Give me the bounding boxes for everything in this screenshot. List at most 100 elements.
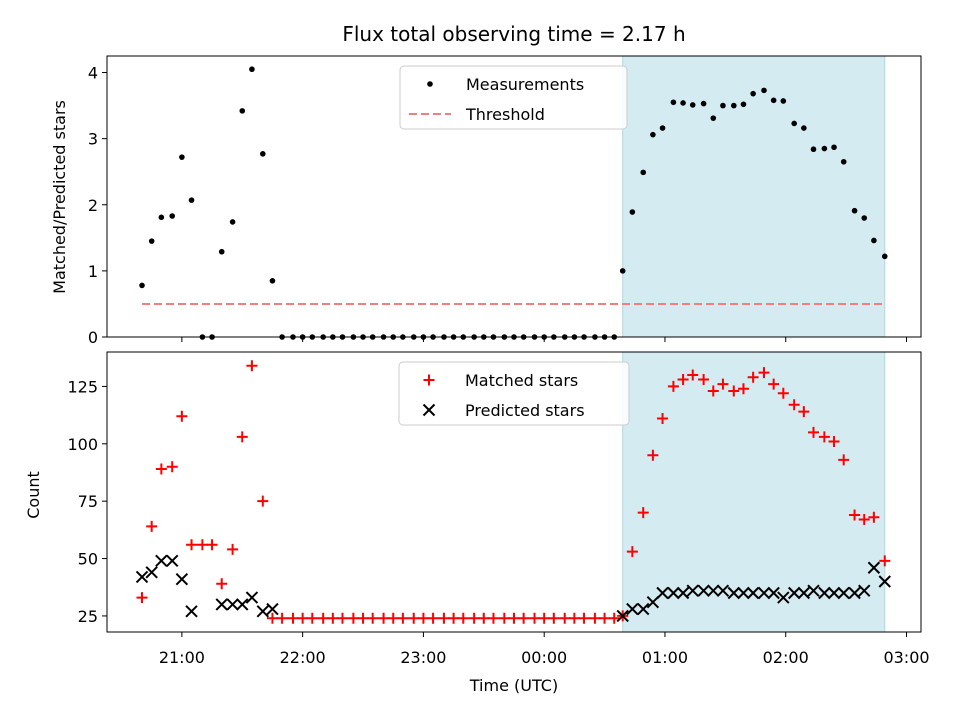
x-tick-label: 02:00 bbox=[763, 648, 809, 667]
data-point bbox=[230, 219, 236, 225]
data-point bbox=[348, 613, 359, 624]
data-point bbox=[169, 213, 175, 219]
data-point bbox=[257, 496, 268, 507]
data-point bbox=[428, 613, 439, 624]
data-point bbox=[327, 613, 338, 624]
y-axis-label-bottom: Count bbox=[24, 471, 43, 519]
data-point bbox=[267, 613, 278, 624]
data-point bbox=[720, 103, 726, 109]
data-point bbox=[227, 544, 238, 555]
data-point bbox=[690, 102, 696, 108]
data-point bbox=[852, 208, 858, 214]
data-point bbox=[750, 91, 756, 97]
data-point bbox=[448, 613, 459, 624]
data-point bbox=[378, 613, 389, 624]
data-point bbox=[710, 115, 716, 121]
x-axis-ticks: 21:00 22:00 23:00 00:00 01:00 02:00 03:00 bbox=[159, 648, 930, 667]
data-point bbox=[270, 278, 276, 284]
legend-marker bbox=[427, 81, 433, 87]
data-point bbox=[640, 170, 646, 176]
data-point bbox=[397, 613, 408, 624]
data-point bbox=[469, 613, 480, 624]
y-tick-label: 3 bbox=[88, 130, 98, 149]
data-point bbox=[599, 613, 610, 624]
data-point bbox=[801, 125, 807, 131]
data-point bbox=[761, 88, 767, 94]
x-tick-label: 22:00 bbox=[280, 648, 326, 667]
y-tick-label: 100 bbox=[67, 435, 98, 454]
x-tick-label: 00:00 bbox=[521, 648, 567, 667]
data-point bbox=[246, 592, 257, 603]
data-point bbox=[159, 215, 165, 221]
data-point bbox=[156, 555, 167, 566]
data-point bbox=[499, 613, 510, 624]
data-point bbox=[488, 613, 499, 624]
data-point bbox=[559, 613, 570, 624]
legend-label: Threshold bbox=[465, 105, 545, 124]
data-point bbox=[307, 613, 318, 624]
data-point bbox=[831, 144, 837, 150]
data-point bbox=[548, 613, 559, 624]
y-tick-label: 25 bbox=[78, 607, 98, 626]
data-point bbox=[237, 431, 248, 442]
data-point bbox=[589, 613, 600, 624]
data-point bbox=[216, 599, 227, 610]
data-point bbox=[197, 539, 208, 550]
y-axis-label-top: Matched/Predicted stars bbox=[50, 100, 69, 294]
y-tick-label: 75 bbox=[78, 492, 98, 511]
data-point bbox=[841, 159, 847, 165]
data-point bbox=[458, 613, 469, 624]
data-point bbox=[427, 81, 433, 87]
data-point bbox=[337, 613, 348, 624]
data-point bbox=[438, 613, 449, 624]
data-point bbox=[176, 574, 187, 585]
data-point bbox=[741, 101, 747, 107]
data-point bbox=[239, 108, 245, 114]
data-point bbox=[216, 578, 227, 589]
data-point bbox=[518, 613, 529, 624]
data-point bbox=[650, 132, 656, 138]
y-tick-label: 1 bbox=[88, 262, 98, 281]
data-point bbox=[871, 238, 877, 244]
data-point bbox=[701, 101, 707, 107]
data-point bbox=[149, 238, 155, 244]
data-point bbox=[227, 599, 238, 610]
legend-label: Matched stars bbox=[465, 371, 578, 390]
data-point bbox=[539, 613, 550, 624]
y-tick-label: 4 bbox=[88, 64, 98, 83]
data-point bbox=[660, 125, 666, 131]
x-tick-label: 01:00 bbox=[642, 648, 688, 667]
data-point bbox=[367, 613, 378, 624]
highlight-span bbox=[623, 56, 885, 337]
y-tick-label: 2 bbox=[88, 196, 98, 215]
data-point bbox=[246, 360, 257, 371]
y-tick-label: 125 bbox=[67, 377, 98, 396]
data-point bbox=[408, 613, 419, 624]
data-point bbox=[219, 249, 225, 255]
data-point bbox=[418, 613, 429, 624]
data-point bbox=[139, 283, 145, 289]
y-tick-label: 50 bbox=[78, 550, 98, 569]
data-point bbox=[822, 146, 828, 152]
data-point bbox=[260, 151, 266, 157]
data-point bbox=[257, 606, 268, 617]
data-point bbox=[811, 146, 817, 152]
data-point bbox=[237, 599, 248, 610]
x-tick-label: 21:00 bbox=[159, 648, 205, 667]
data-point bbox=[189, 197, 195, 203]
data-point bbox=[176, 411, 187, 422]
data-point bbox=[620, 268, 626, 274]
data-point bbox=[771, 97, 777, 103]
data-point bbox=[167, 555, 178, 566]
data-point bbox=[146, 521, 157, 532]
data-point bbox=[287, 613, 298, 624]
data-point bbox=[207, 539, 218, 550]
data-point bbox=[186, 539, 197, 550]
data-point bbox=[731, 103, 737, 109]
data-point bbox=[137, 592, 148, 603]
data-point bbox=[249, 66, 255, 72]
legend-label: Measurements bbox=[466, 75, 584, 94]
data-point bbox=[318, 613, 329, 624]
x-tick-label: 23:00 bbox=[400, 648, 446, 667]
data-point bbox=[388, 613, 399, 624]
